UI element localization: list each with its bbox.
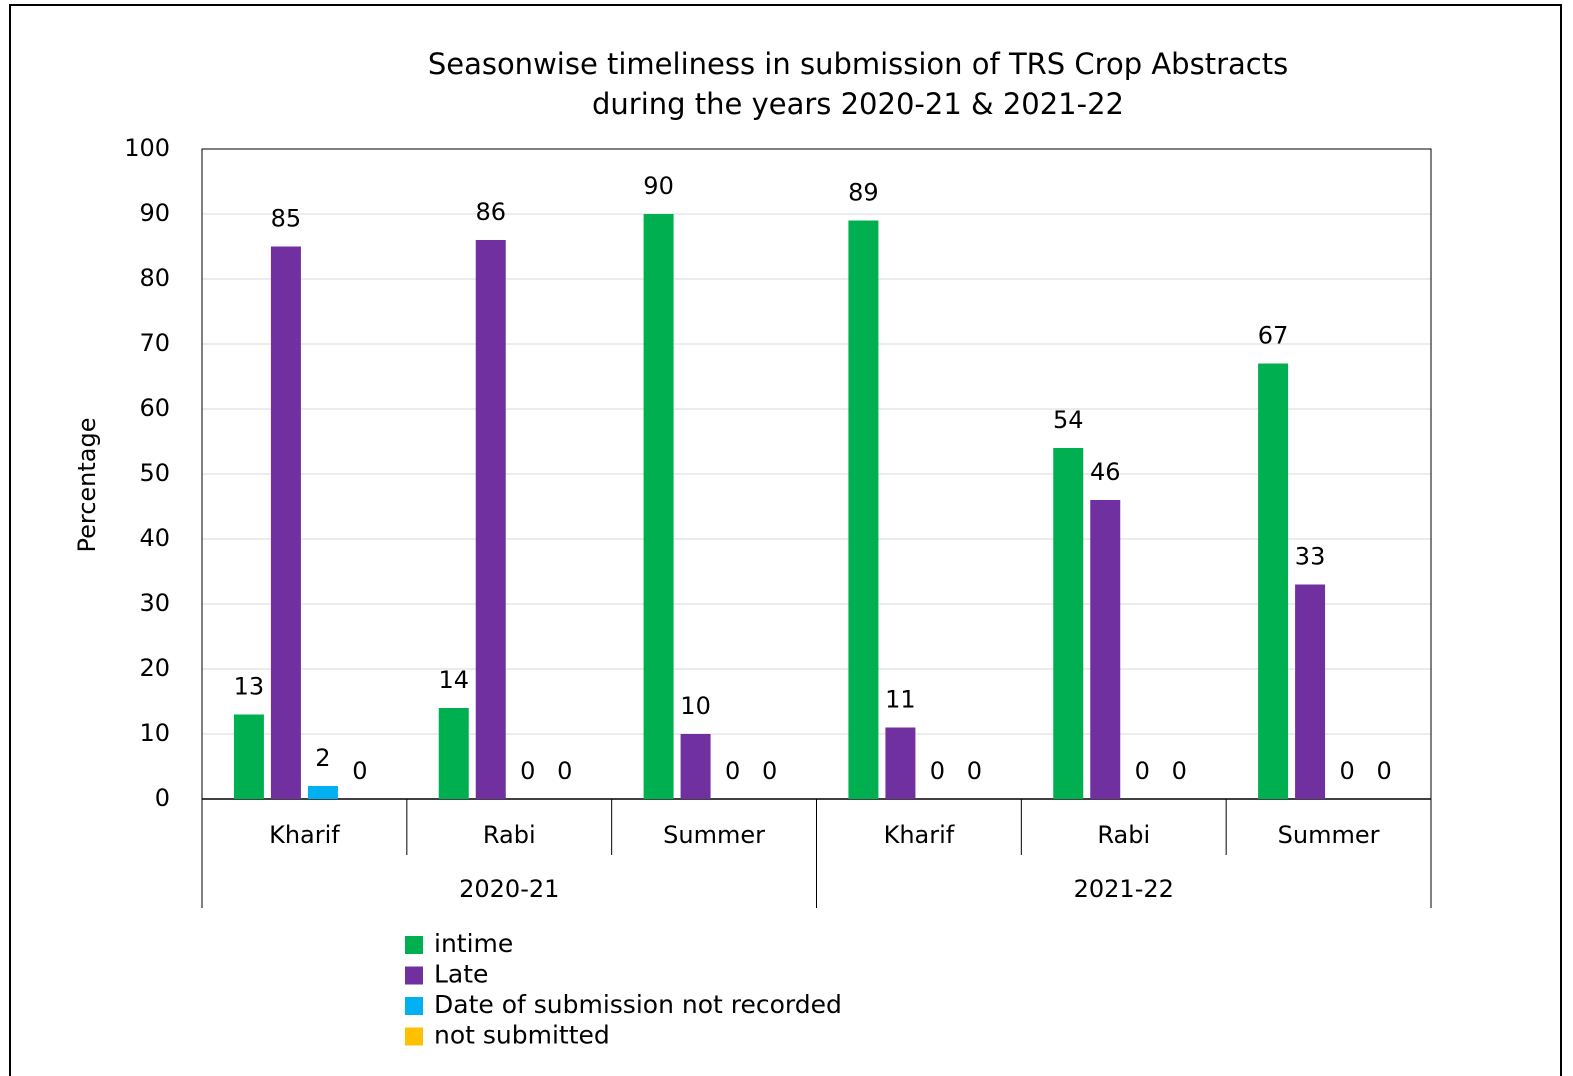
legend-label: Date of submission not recorded: [434, 990, 842, 1019]
data-label: 10: [680, 692, 711, 720]
data-label: 0: [520, 757, 535, 785]
bar: [307, 786, 338, 799]
x-tick-label: Summer: [663, 821, 765, 849]
legend-label: intime: [434, 929, 513, 958]
y-tick-label: 80: [139, 264, 170, 292]
data-label: 0: [762, 757, 777, 785]
data-label: 46: [1090, 458, 1121, 486]
bar: [680, 734, 711, 799]
legend-swatch: [405, 966, 423, 985]
group-label: 2020-21: [459, 875, 559, 903]
data-label: 33: [1295, 543, 1326, 571]
data-label: 11: [885, 686, 916, 714]
data-label: 0: [967, 757, 982, 785]
x-tick-label: Kharif: [884, 821, 955, 849]
data-label: 2: [315, 744, 330, 772]
data-label: 89: [848, 179, 879, 207]
data-label: 86: [475, 198, 506, 226]
bar: [438, 708, 469, 799]
data-label: 14: [438, 666, 469, 694]
data-label: 90: [643, 172, 674, 200]
y-tick-label: 60: [139, 394, 170, 422]
y-tick-label: 10: [139, 719, 170, 747]
data-label: 13: [234, 673, 265, 701]
bar: [1053, 448, 1084, 799]
bar: [848, 220, 879, 799]
y-tick-label: 100: [124, 134, 170, 162]
y-tick-label: 90: [139, 199, 170, 227]
x-tick-label: Summer: [1278, 821, 1380, 849]
data-label: 54: [1053, 406, 1084, 434]
data-label: 0: [1172, 757, 1187, 785]
y-axis-label: Percentage: [73, 417, 101, 552]
bar: [475, 240, 506, 799]
chart-title: Seasonwise timeliness in submission of T…: [428, 47, 1288, 81]
frame: [9, 4, 1562, 1076]
y-tick-label: 0: [155, 784, 170, 812]
y-tick-label: 40: [139, 524, 170, 552]
data-label: 0: [725, 757, 740, 785]
legend-label: not submitted: [434, 1021, 610, 1050]
y-tick-label: 30: [139, 589, 170, 617]
group-label: 2021-22: [1074, 875, 1174, 903]
data-label: 0: [1376, 757, 1391, 785]
y-tick-label: 50: [139, 459, 170, 487]
data-label: 0: [1339, 757, 1354, 785]
data-label: 0: [557, 757, 572, 785]
data-label: 0: [930, 757, 945, 785]
chart-title: during the years 2020-21 & 2021-22: [592, 87, 1124, 121]
bar: [885, 727, 916, 799]
x-tick-label: Rabi: [483, 821, 536, 849]
x-tick-label: Rabi: [1097, 821, 1150, 849]
bar: [1295, 584, 1326, 799]
bar: [1258, 363, 1289, 799]
legend-swatch: [405, 1027, 423, 1046]
bar: [1090, 500, 1121, 799]
legend-swatch: [405, 997, 423, 1015]
data-label: 85: [271, 205, 302, 233]
x-tick-label: Kharif: [269, 821, 340, 849]
data-label: 67: [1258, 322, 1289, 350]
legend-swatch: [405, 936, 423, 954]
bar: [233, 714, 264, 799]
data-label: 0: [352, 757, 367, 785]
bar: [643, 214, 674, 799]
y-tick-label: 70: [139, 329, 170, 357]
data-label: 0: [1135, 757, 1150, 785]
legend-label: Late: [434, 960, 488, 989]
y-tick-label: 20: [139, 654, 170, 682]
bar: [270, 246, 301, 799]
